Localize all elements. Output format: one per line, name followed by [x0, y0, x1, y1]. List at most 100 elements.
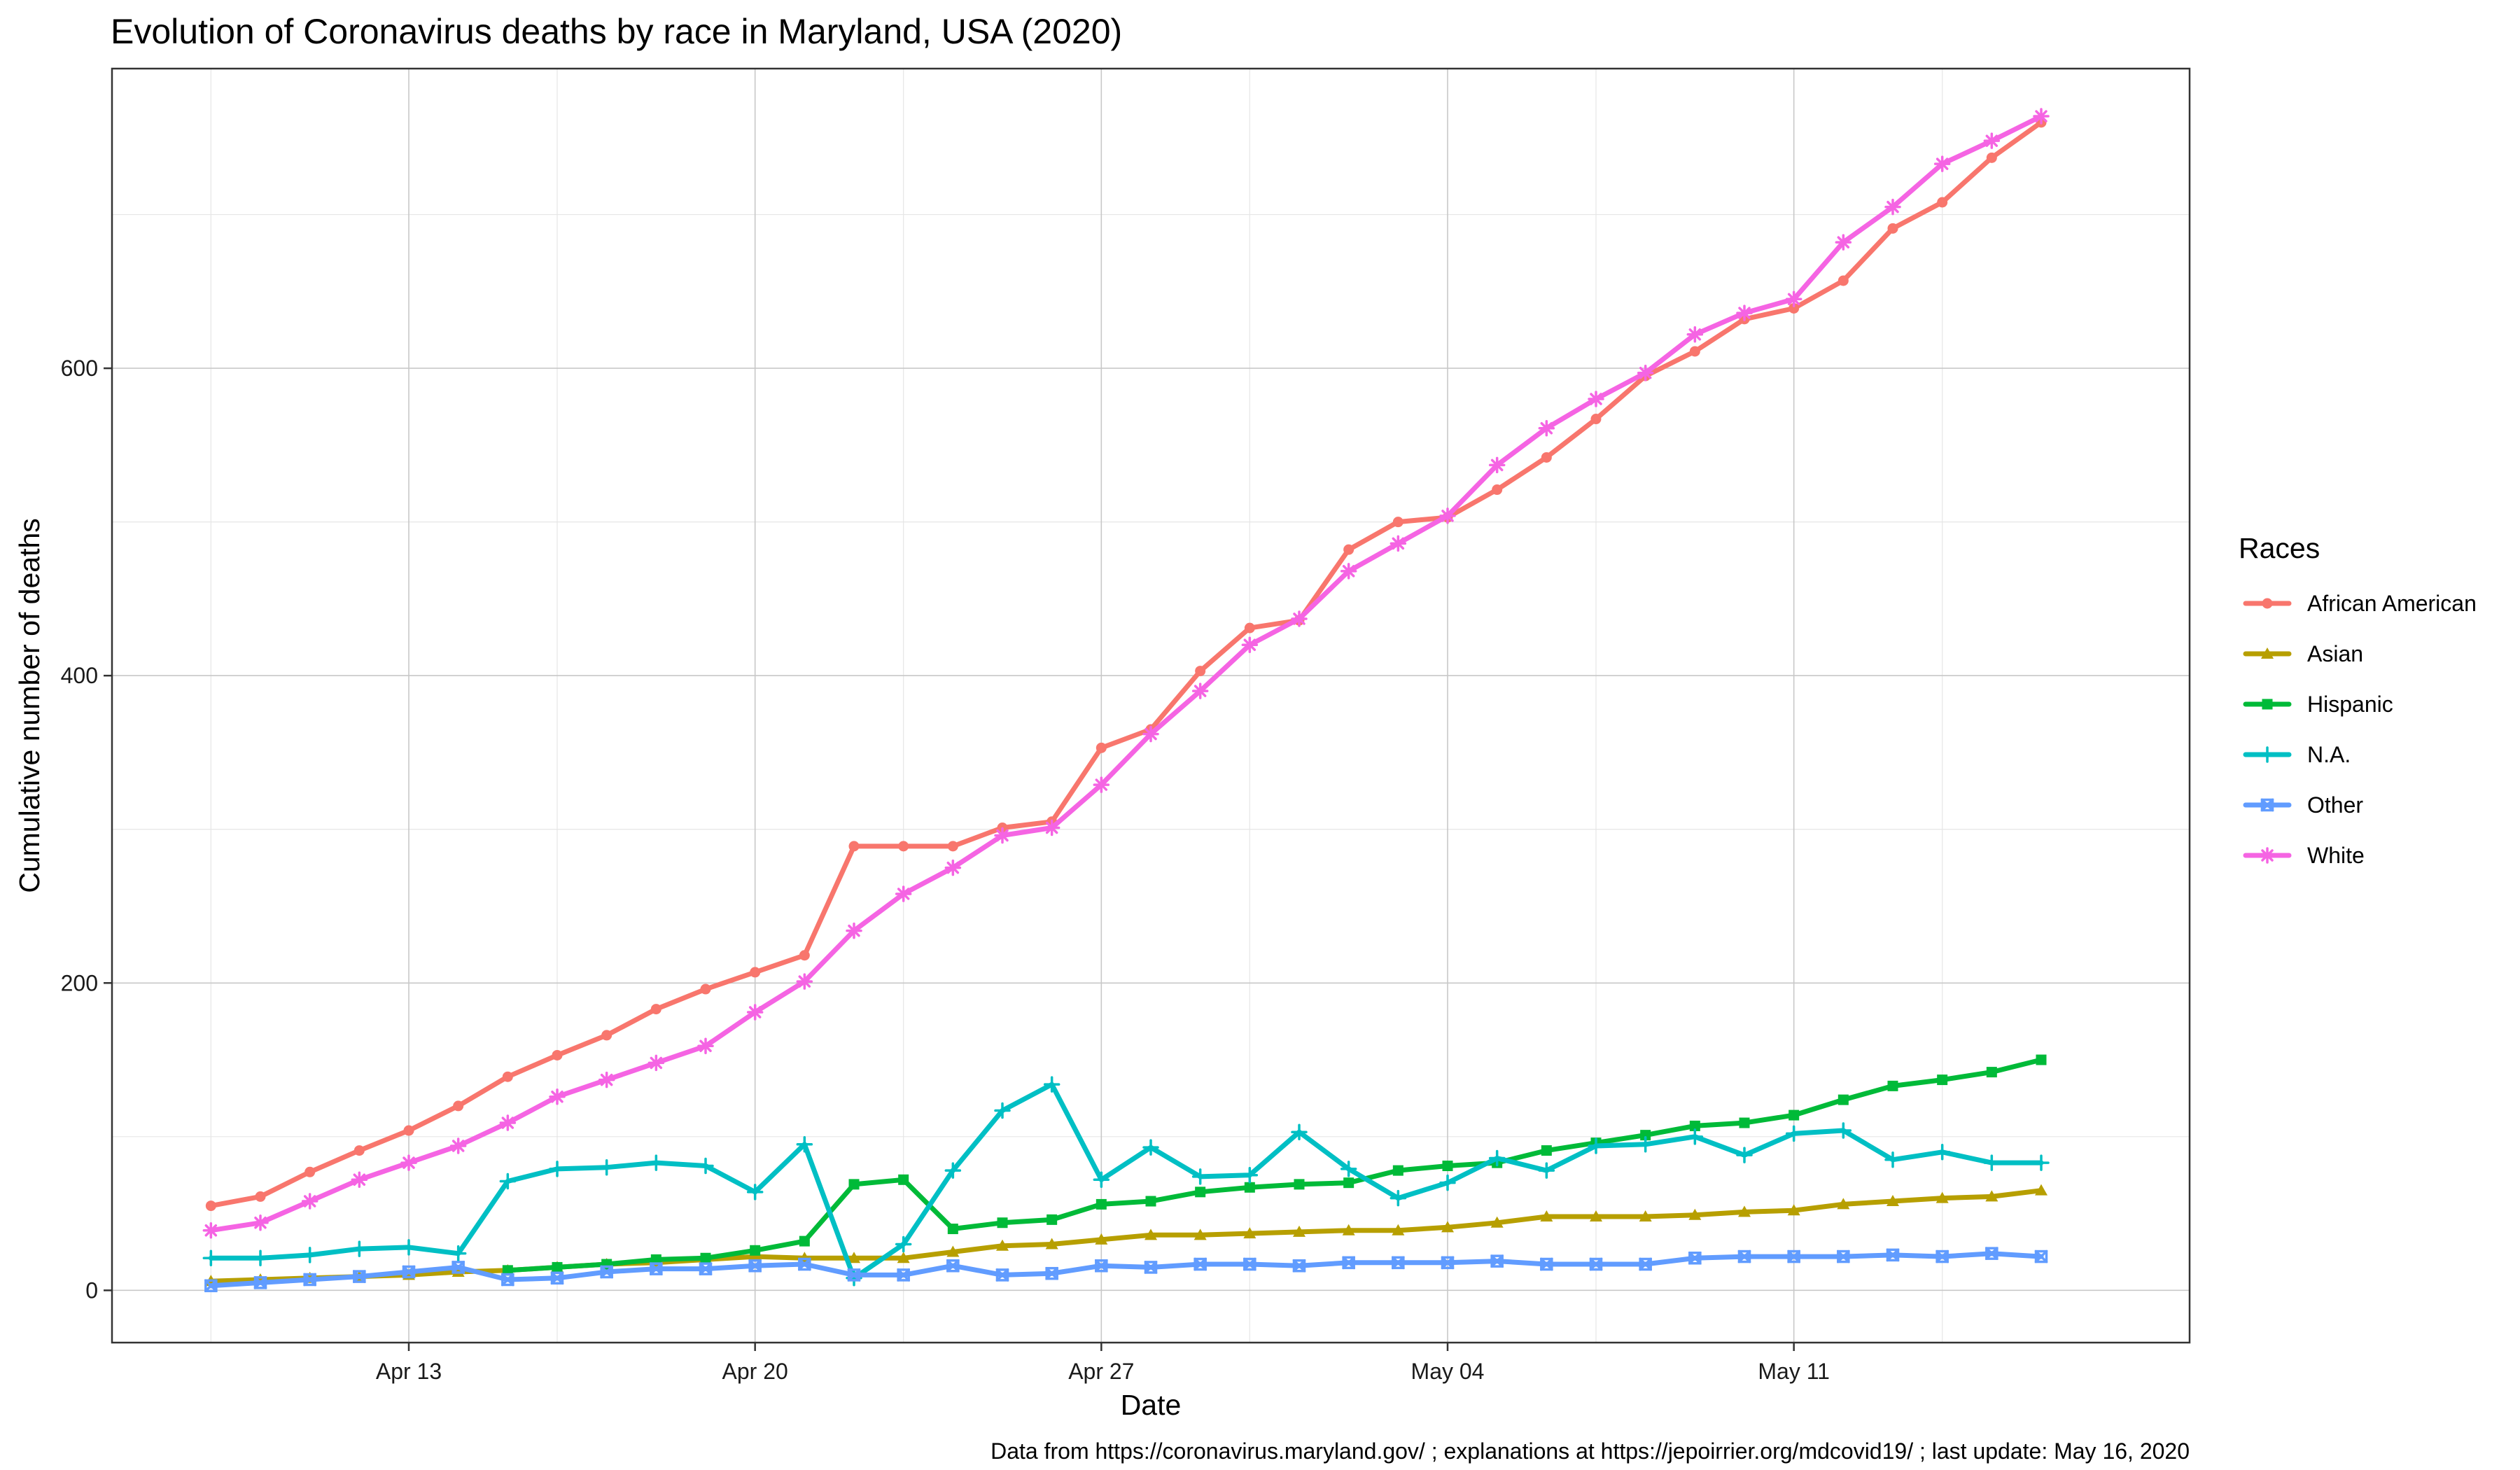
data-point: [897, 1252, 910, 1264]
data-point: [449, 1138, 467, 1154]
data-point: [1390, 1189, 1407, 1207]
data-point: [1736, 1147, 1753, 1163]
data-point: [1937, 197, 1948, 208]
series-line-n-a: [208, 1082, 2044, 1281]
data-point: [598, 1071, 615, 1088]
data-point: [650, 1004, 662, 1015]
data-point: [798, 1257, 811, 1271]
data-point: [351, 1171, 368, 1189]
data-point: [1935, 1250, 1949, 1264]
data-point: [1096, 1198, 1107, 1210]
data-point: [1887, 1080, 1898, 1091]
data-point: [403, 1125, 414, 1136]
data-point: [1343, 1177, 1354, 1189]
data-point: [746, 1004, 764, 1021]
data-point: [252, 1214, 269, 1231]
data-point: [301, 1193, 318, 1210]
data-point: [697, 1037, 714, 1055]
data-point: [502, 1071, 513, 1082]
data-point: [1985, 1247, 1998, 1260]
x-tick-label: May 04: [1411, 1359, 1485, 1384]
data-point: [750, 967, 761, 978]
data-point: [204, 1279, 218, 1293]
data-point: [848, 1179, 860, 1190]
data-point: [1093, 776, 1110, 793]
data-point: [1144, 1228, 1157, 1240]
series-hispanic: [502, 1054, 2047, 1276]
data-point: [1588, 391, 1604, 407]
data-point: [1541, 1145, 1552, 1156]
data-point: [1096, 742, 1107, 753]
y-tick-label: 600: [61, 356, 98, 381]
data-point: [202, 1222, 220, 1239]
x-tick-label: Apr 13: [376, 1359, 442, 1384]
data-point: [1191, 1168, 1209, 1185]
data-point: [995, 1268, 1009, 1282]
y-tick-label: 200: [61, 970, 98, 995]
data-point: [303, 1273, 316, 1287]
legend-label: Other: [2307, 792, 2363, 818]
data-point: [946, 1245, 960, 1257]
data-point: [1488, 456, 1506, 474]
data-point: [1342, 1256, 1355, 1270]
data-point: [552, 1261, 563, 1273]
data-point: [202, 1250, 220, 1267]
data-point: [1046, 1214, 1058, 1225]
data-point: [947, 841, 958, 852]
legend-key-marker: [2262, 699, 2273, 710]
data-point: [1244, 1182, 1255, 1193]
legend-key-marker: [2261, 648, 2274, 659]
data-point: [1886, 1195, 1899, 1207]
legend-item-white: White: [2243, 843, 2365, 868]
data-point: [1835, 234, 1852, 251]
data-point: [1835, 1122, 1852, 1139]
data-point: [1738, 1205, 1751, 1217]
data-point: [1045, 1238, 1058, 1250]
grid: [112, 69, 2190, 1343]
data-point: [994, 1102, 1011, 1119]
data-point: [1439, 1174, 1456, 1191]
data-point: [1837, 1094, 1849, 1105]
data-point: [898, 841, 909, 852]
data-point: [848, 1252, 860, 1264]
legend-item-other: Other: [2243, 792, 2363, 818]
y-tick-label: 0: [85, 1278, 98, 1303]
data-point: [1045, 1266, 1058, 1280]
data-point: [1095, 1233, 1108, 1245]
data-point: [1983, 1154, 2001, 1171]
data-point: [1241, 1166, 1259, 1184]
data-point: [1933, 1144, 1951, 1161]
data-point: [1689, 1120, 1700, 1131]
data-point: [1688, 1208, 1702, 1220]
data-point: [1194, 1257, 1207, 1271]
data-point: [1590, 414, 1602, 425]
data-point: [1145, 1196, 1156, 1207]
series-african-american: [205, 117, 2047, 1212]
data-point: [1392, 1256, 1405, 1270]
data-point: [453, 1100, 464, 1112]
data-point: [1538, 419, 1555, 437]
data-point: [1540, 1210, 1553, 1222]
data-point: [1390, 535, 1407, 552]
data-point: [848, 841, 860, 852]
legend-label: White: [2307, 843, 2365, 868]
data-point: [502, 1265, 513, 1276]
data-point: [1785, 290, 1802, 308]
data-point: [1343, 544, 1354, 555]
data-point: [1588, 1138, 1604, 1154]
series-n-a: [202, 1076, 2050, 1287]
x-tick-label: Apr 27: [1068, 1359, 1134, 1384]
data-point: [1243, 1227, 1256, 1239]
legend-key-marker: [2259, 847, 2276, 864]
data-point: [1093, 1171, 1110, 1189]
data-point: [301, 1247, 318, 1264]
data-point: [947, 1224, 958, 1235]
x-tick-label: Apr 20: [722, 1359, 788, 1384]
data-point: [1294, 1179, 1305, 1190]
data-point: [253, 1276, 267, 1289]
data-point: [1538, 1162, 1555, 1179]
y-axis-title: Cumulative number of deaths: [13, 518, 46, 893]
data-point: [255, 1191, 266, 1202]
plot-panel: [111, 67, 2191, 1344]
data-point: [1986, 152, 1997, 163]
